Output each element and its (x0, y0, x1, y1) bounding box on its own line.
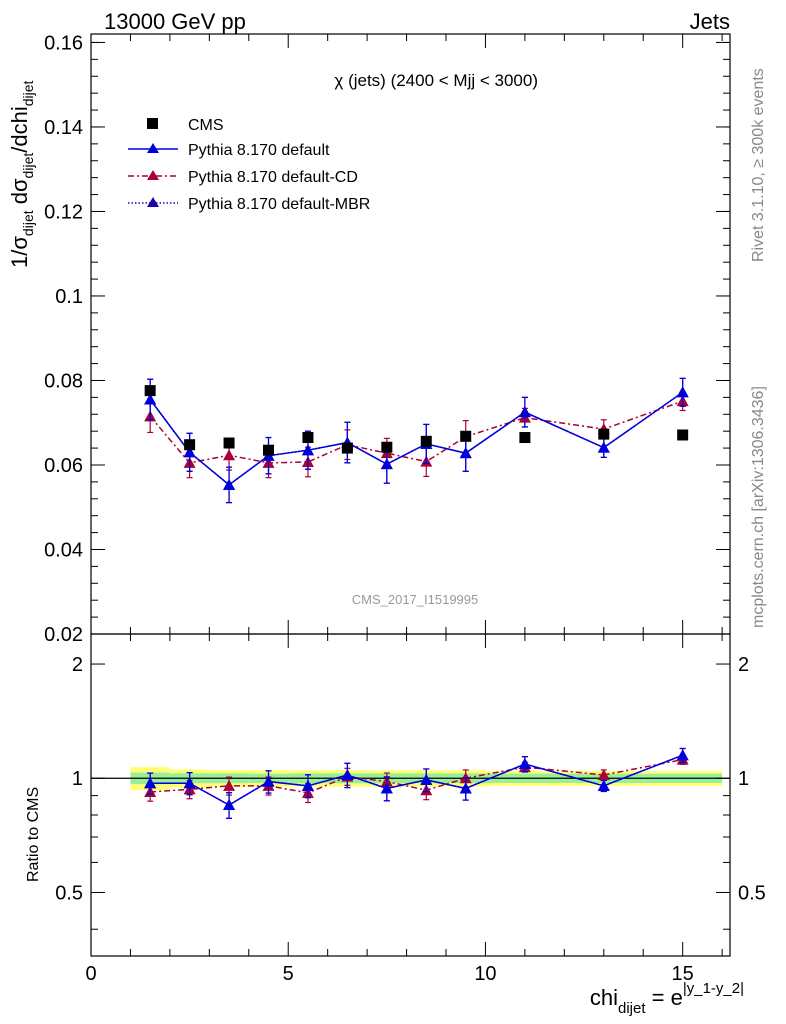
main-line-default (149, 391, 684, 486)
main-point-default (183, 446, 196, 458)
ratio-point-default (341, 768, 354, 780)
main-point-cms (184, 439, 196, 451)
ratio-point-default (262, 775, 275, 787)
ratio-point-default (380, 782, 393, 794)
plot-title: χ (jets) (2400 < Mjj < 3000) (334, 71, 538, 90)
main-point-default (301, 444, 314, 456)
main-point-cms (420, 435, 432, 447)
ratio-point-default (518, 758, 531, 770)
main-point-cms (677, 429, 689, 441)
ratio-point-default (144, 777, 157, 789)
ratio-point-default (223, 799, 236, 811)
main-point-default (676, 386, 689, 398)
main-point-cms (598, 428, 610, 440)
main-y-tick-label: 0.16 (44, 32, 83, 54)
ratio-y-tick-label: 0.5 (55, 882, 83, 904)
ratio-y-tick-label: 2 (72, 654, 83, 676)
main-point-cms (223, 437, 235, 449)
main-y-tick-label: 0.14 (44, 117, 83, 139)
ratio-y-tick-label-right: 1 (738, 768, 749, 790)
header-right-title: Jets (690, 9, 730, 34)
legend-entry-cms: CMS (147, 117, 224, 134)
main-plot-frame (90, 33, 731, 635)
header-left-title: 13000 GeV pp (104, 9, 246, 34)
main-point-cd (223, 449, 236, 461)
legend-marker-default (147, 143, 159, 153)
main-point-cms (381, 441, 393, 453)
x-tick-label: 15 (672, 963, 694, 985)
main-y-tick-label: 0.06 (44, 455, 83, 477)
ratio-y-tick-label-right: 0.5 (738, 882, 766, 904)
main-y-tick-label: 0.12 (44, 201, 83, 223)
legend-marker-cms (147, 118, 158, 129)
main-point-default (597, 441, 610, 453)
ratio-y-axis-title: Ratio to CMS (25, 787, 42, 882)
main-y-tick-label: 0.02 (44, 624, 83, 646)
ratio-point-cd (597, 768, 610, 780)
main-point-default (144, 393, 157, 405)
legend-label-default: Pythia 8.170 default (188, 142, 330, 159)
ratio-plot-frame (90, 633, 731, 957)
ratio-point-default (183, 777, 196, 789)
legend-marker-cd (147, 170, 159, 180)
main-point-cms (263, 444, 274, 456)
legend-entry-cd: Pythia 8.170 default-CD (128, 169, 358, 186)
main-point-cms (341, 442, 353, 454)
main-point-cms (144, 385, 156, 397)
analysis-watermark: CMS_2017_I1519995 (352, 592, 479, 607)
rivet-label: Rivet 3.1.10, ≥ 300k events (750, 68, 767, 262)
main-y-tick-label: 0.08 (44, 370, 83, 392)
ratio-point-default (597, 779, 610, 791)
ratio-y-tick-label-right: 2 (738, 654, 749, 676)
ratio-line-default (150, 754, 683, 806)
legend-entry-default: Pythia 8.170 default (128, 142, 330, 159)
ratio-point-cd (223, 779, 236, 791)
main-line-cd (149, 400, 683, 464)
x-tick-label: 0 (85, 963, 96, 985)
legend-label-cd: Pythia 8.170 default-CD (188, 169, 358, 186)
axes-layer: 0.02 0.04 0.06 0.08 0.1 0.12 0.14 0.16 0 5 10 15 0.5… (44, 32, 766, 985)
ratio-y-tick-label: 1 (72, 768, 83, 790)
main-point-default (223, 478, 236, 490)
legend-label-mbr: Pythia 8.170 default-MBR (188, 196, 370, 213)
mcplots-label: mcplots.cern.ch [arXiv:1306.3436] (750, 386, 767, 628)
ratio-point-default (420, 773, 433, 785)
main-point-default (380, 458, 393, 470)
main-point-default (518, 406, 531, 418)
main-point-cms (460, 430, 472, 442)
ratio-point-default (676, 749, 689, 761)
main-y-axis-title: 1/σdijet dσdijet/dchidijet (7, 80, 36, 268)
legend-label-cms: CMS (188, 117, 224, 134)
main-point-cms (519, 432, 531, 444)
x-tick-label: 5 (283, 963, 294, 985)
main-point-cms (302, 432, 314, 444)
main-y-tick-label: 0.04 (44, 539, 83, 561)
data-layer (144, 377, 689, 819)
legend: CMS Pythia 8.170 default Pythia 8.170 de… (128, 117, 370, 213)
x-axis-title: chidijet = e|y_1-y_2| (590, 980, 744, 1017)
x-tick-label: 10 (474, 963, 496, 985)
main-y-tick-label: 0.1 (55, 286, 83, 308)
main-point-default (459, 447, 472, 459)
ratio-point-default (459, 782, 472, 794)
legend-entry-mbr: Pythia 8.170 default-MBR (128, 196, 370, 213)
ratio-point-default (301, 779, 314, 791)
legend-marker-mbr (147, 197, 159, 207)
